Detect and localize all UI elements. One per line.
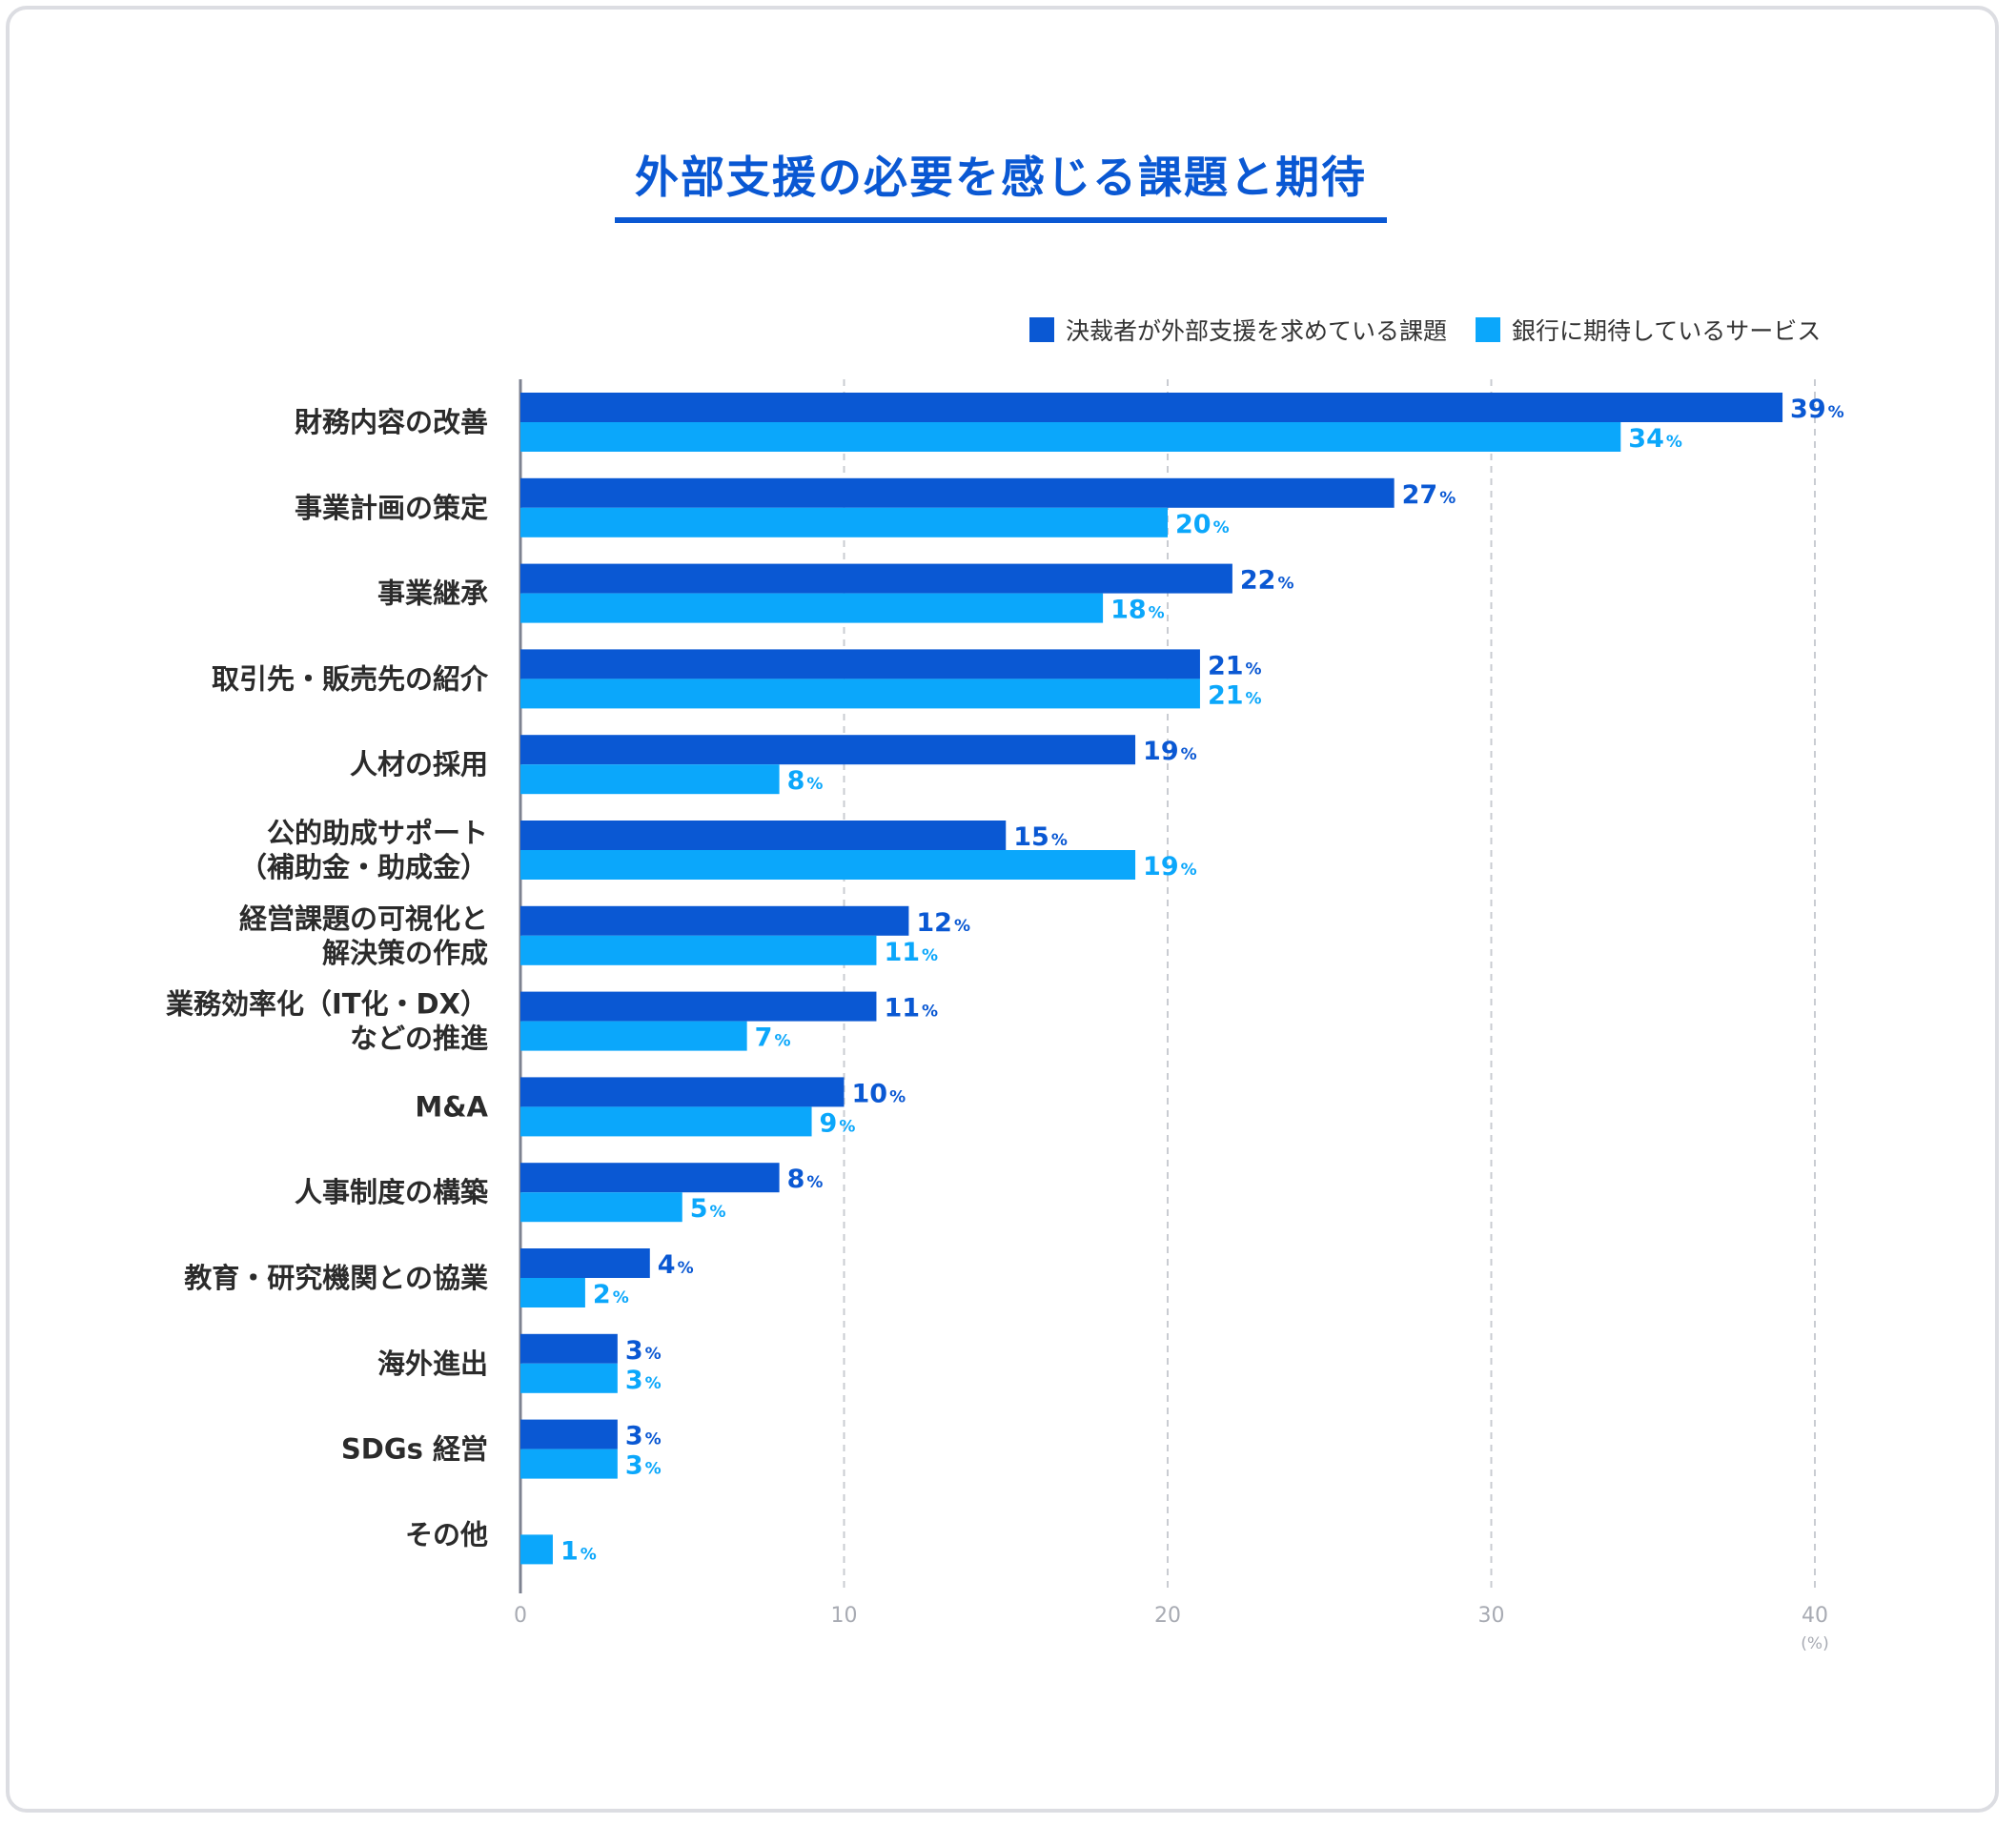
category-label-4: 人材の採用 bbox=[350, 748, 488, 780]
category-label-8: M&A bbox=[415, 1090, 488, 1123]
value-label-series-1-9: 8% bbox=[787, 1165, 824, 1194]
bar-series-2-0 bbox=[520, 422, 1621, 452]
bar-series-2-7 bbox=[520, 1021, 747, 1051]
bar-series-2-13 bbox=[520, 1534, 553, 1565]
value-label-series-1-5: 15% bbox=[1013, 822, 1068, 852]
bar-series-1-10 bbox=[520, 1248, 650, 1278]
bar-series-1-3 bbox=[520, 649, 1200, 679]
value-label-series-1-12: 3% bbox=[625, 1422, 662, 1451]
category-label-7-line-0: 業務効率化（IT化・DX） bbox=[166, 988, 488, 1021]
value-label-series-2-2: 18% bbox=[1110, 596, 1165, 625]
legend-label-series-2: 銀行に期待しているサービス bbox=[1512, 317, 1822, 345]
legend-label-series-1: 決裁者が外部支援を求めている課題 bbox=[1066, 317, 1448, 345]
value-label-series-2-7: 7% bbox=[755, 1023, 791, 1053]
bar-series-1-9 bbox=[520, 1163, 780, 1193]
bar-series-1-4 bbox=[520, 735, 1136, 765]
category-label-11: 海外進出 bbox=[377, 1348, 488, 1380]
category-label-6-line-1: 解決策の作成 bbox=[322, 937, 488, 969]
value-label-series-1-11: 3% bbox=[625, 1336, 662, 1366]
value-label-series-1-2: 22% bbox=[1240, 566, 1294, 596]
bar-series-1-5 bbox=[520, 821, 1007, 850]
value-label-series-1-1: 27% bbox=[1402, 480, 1456, 510]
bar-series-2-2 bbox=[520, 593, 1104, 623]
category-label-13: その他 bbox=[405, 1518, 488, 1550]
bar-series-1-6 bbox=[520, 905, 909, 936]
bar-series-2-1 bbox=[520, 507, 1168, 537]
bar-series-2-4 bbox=[520, 764, 780, 795]
category-label-6-line-0: 経営課題の可視化と bbox=[239, 902, 488, 935]
category-label-1: 事業計画の策定 bbox=[295, 492, 488, 524]
chart-title: 外部支援の必要を感じる課題と期待 bbox=[635, 152, 1367, 203]
category-label-5-line-0: 公的助成サポート bbox=[267, 817, 488, 849]
category-label-10: 教育・研究機関との協業 bbox=[184, 1262, 488, 1294]
x-tick-label-40: 40 bbox=[1802, 1604, 1828, 1628]
bar-series-1-8 bbox=[520, 1077, 845, 1107]
x-axis-unit: (%) bbox=[1801, 1634, 1828, 1653]
legend-swatch-series-1 bbox=[1029, 317, 1054, 342]
chart-frame bbox=[6, 6, 1999, 1813]
value-label-series-1-4: 19% bbox=[1143, 737, 1197, 766]
bar-series-2-5 bbox=[520, 850, 1136, 880]
value-label-series-1-7: 11% bbox=[884, 994, 938, 1023]
value-label-series-2-8: 9% bbox=[820, 1108, 856, 1138]
bar-series-1-0 bbox=[520, 393, 1783, 422]
value-label-series-2-10: 2% bbox=[593, 1280, 629, 1309]
bar-series-2-10 bbox=[520, 1278, 585, 1307]
bar-series-1-11 bbox=[520, 1333, 618, 1364]
value-label-series-1-0: 39% bbox=[1790, 395, 1844, 424]
category-label-5-line-1: （補助金・助成金） bbox=[239, 851, 488, 883]
x-tick-label-30: 30 bbox=[1478, 1604, 1505, 1628]
value-label-series-2-6: 11% bbox=[884, 938, 938, 967]
x-tick-label-10: 10 bbox=[831, 1604, 858, 1628]
bar-series-2-11 bbox=[520, 1363, 618, 1393]
category-label-7-line-1: などの推進 bbox=[350, 1023, 488, 1055]
value-label-series-1-6: 12% bbox=[916, 908, 970, 938]
value-label-series-1-10: 4% bbox=[658, 1250, 694, 1280]
value-label-series-2-12: 3% bbox=[625, 1451, 662, 1481]
legend-item-series-2: 銀行に期待しているサービス bbox=[1476, 313, 1821, 347]
value-label-series-1-3: 21% bbox=[1208, 651, 1262, 680]
legend-item-series-1: 決裁者が外部支援を求めている課題 bbox=[1029, 313, 1447, 347]
bar-series-2-9 bbox=[520, 1192, 682, 1223]
value-label-series-2-3: 21% bbox=[1208, 680, 1262, 710]
bar-series-1-7 bbox=[520, 991, 877, 1022]
bar-series-1-1 bbox=[520, 477, 1395, 508]
value-label-series-2-9: 5% bbox=[690, 1194, 726, 1224]
value-label-series-1-8: 10% bbox=[852, 1079, 906, 1108]
title-underline bbox=[615, 217, 1387, 223]
bar-series-2-6 bbox=[520, 935, 877, 965]
x-tick-label-0: 0 bbox=[514, 1604, 527, 1628]
value-label-series-2-0: 34% bbox=[1628, 424, 1682, 454]
value-label-series-2-13: 1% bbox=[560, 1536, 597, 1566]
category-label-0: 財務内容の改善 bbox=[295, 406, 488, 438]
bar-series-1-2 bbox=[520, 563, 1232, 594]
bar-series-1-12 bbox=[520, 1419, 618, 1449]
category-label-9: 人事制度の構築 bbox=[295, 1176, 489, 1208]
bar-series-2-12 bbox=[520, 1449, 618, 1479]
legend-swatch-series-2 bbox=[1476, 317, 1501, 342]
bar-series-2-3 bbox=[520, 679, 1200, 709]
value-label-series-2-5: 19% bbox=[1143, 852, 1197, 882]
bar-series-2-8 bbox=[520, 1106, 812, 1137]
value-label-series-2-4: 8% bbox=[787, 766, 824, 796]
legend: 決裁者が外部支援を求めている課題 銀行に期待しているサービス bbox=[1029, 313, 1849, 347]
category-label-12: SDGs 経営 bbox=[341, 1433, 488, 1466]
value-label-series-2-1: 20% bbox=[1175, 510, 1230, 539]
category-label-2: 事業継承 bbox=[377, 578, 488, 610]
value-label-series-2-11: 3% bbox=[625, 1366, 662, 1395]
x-tick-label-20: 20 bbox=[1154, 1604, 1181, 1628]
category-label-3: 取引先・販売先の紹介 bbox=[212, 662, 489, 695]
